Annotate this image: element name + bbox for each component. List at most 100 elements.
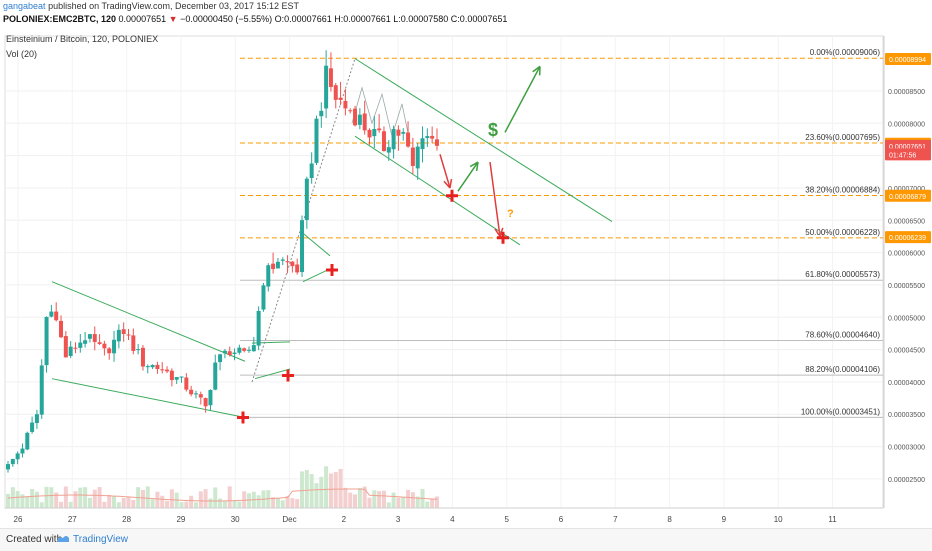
price-chart[interactable]: 0.00%(0.00009006) 23.60%(0.00007695) 38.20… — [0, 30, 932, 528]
gridlines — [4, 35, 884, 509]
volume-bar — [396, 497, 401, 508]
ohlc-values: O:0.00007661 H:0.00007661 L:0.00007580 C… — [274, 14, 508, 24]
volume-bar — [391, 492, 396, 508]
candle-body — [406, 132, 411, 147]
price-axis[interactable]: 0.00002500 0.00003000 0.00003500 0.00004000… — [883, 36, 931, 508]
fib-level-label: 78.60%(0.00004640) — [805, 331, 880, 340]
x-tick-label: 3 — [396, 515, 401, 524]
volume-bar — [415, 496, 420, 508]
volume-bar — [54, 492, 59, 508]
candle-body — [415, 146, 420, 169]
candle-body — [165, 369, 170, 372]
candle-body — [126, 334, 131, 336]
candle-body — [131, 335, 136, 351]
candle-body — [290, 261, 295, 267]
x-tick-label: 30 — [231, 515, 240, 524]
fib-level-label: 0.00%(0.00009006) — [810, 48, 881, 57]
publish-info: gangabeat published on TradingView.com, … — [3, 1, 299, 11]
down-arrow-head — [443, 178, 453, 189]
pennant-lower-line — [302, 268, 331, 283]
candle-body — [247, 349, 251, 351]
y-tick-label: 0.00003500 — [888, 412, 925, 419]
volume-bar — [319, 476, 324, 508]
volume-bar — [410, 492, 415, 508]
tradingview-brand-link[interactable]: TradingView — [73, 534, 129, 545]
time-axis[interactable]: 26 27 28 29 30 Dec 2 3 4 5 6 7 8 9 10 11 — [5, 507, 883, 524]
cross-marker — [237, 411, 249, 424]
candle-body — [140, 347, 145, 367]
candle-body — [319, 110, 324, 117]
up-arrow-head — [469, 161, 479, 172]
volume-bar — [68, 501, 73, 508]
candle-body — [338, 97, 343, 100]
volume-bar — [160, 495, 165, 508]
x-tick-label: 11 — [828, 515, 837, 524]
volume-bar — [353, 494, 358, 508]
candle-body — [333, 85, 338, 100]
volume-bar — [189, 495, 194, 508]
x-tick-label: 5 — [504, 515, 509, 524]
fib-level-label: 23.60%(0.00007695) — [805, 133, 880, 142]
y-tick-label: 0.00002500 — [888, 477, 925, 484]
volume-bar — [150, 499, 155, 508]
fib-level-label: 100.00%(0.00003451) — [801, 407, 881, 416]
volume-bar — [280, 500, 285, 508]
candle-body — [367, 129, 372, 138]
flag-lower-line — [254, 368, 291, 380]
candle-body — [242, 348, 247, 351]
volume-bar — [145, 486, 150, 508]
volume-bar — [309, 473, 314, 508]
projection-zigzag — [351, 86, 411, 143]
chart-title: Einsteinium / Bitcoin, 120, POLONIEX — [6, 34, 158, 44]
candle-body — [169, 370, 174, 381]
candle-body — [112, 339, 117, 354]
candle-body — [68, 346, 73, 356]
volume-bar — [25, 496, 30, 508]
volume-bar — [430, 498, 435, 508]
price-tag-label: 0.00006879 — [889, 194, 926, 201]
price-tag-label: 0.00007651 — [889, 144, 926, 151]
volume-bar — [44, 486, 49, 508]
volume-bar — [381, 490, 386, 508]
volume-bar — [184, 501, 189, 508]
y-tick-label: 0.00006500 — [888, 218, 925, 225]
volume-bar — [49, 487, 54, 508]
price-tag — [885, 53, 931, 66]
x-tick-label: 26 — [14, 515, 23, 524]
y-tick-label: 0.00006000 — [888, 251, 925, 258]
volume-bar — [333, 472, 338, 508]
volume-bar — [386, 502, 391, 508]
cross-marker — [326, 264, 338, 277]
volume-bar — [314, 483, 319, 508]
candle-body — [63, 336, 68, 358]
channel-lower-line — [354, 135, 521, 246]
question-annotation: ? — [507, 208, 514, 220]
volume-bar — [193, 502, 198, 508]
chart-area[interactable]: 0.00%(0.00009006) 23.60%(0.00007695) 38.20… — [0, 30, 932, 528]
up-arrow-head — [532, 65, 541, 76]
volume-bar — [218, 498, 223, 508]
candle-body — [434, 139, 439, 146]
candle-body — [266, 265, 271, 287]
last-price: 0.00007651 — [118, 14, 167, 24]
author-link[interactable]: gangabeat — [3, 1, 46, 11]
x-tick-label: 27 — [68, 515, 77, 524]
candle-body — [73, 347, 78, 349]
up-arrow — [457, 161, 479, 192]
y-tick-label: 0.00004500 — [888, 348, 925, 355]
candle-body — [59, 320, 64, 338]
candle-body — [193, 393, 198, 395]
created-with-text: Created with — [6, 534, 63, 545]
candle-body — [189, 389, 194, 395]
candle-body — [179, 376, 184, 378]
volume-bar — [275, 497, 280, 508]
fibonacci-levels: 0.00%(0.00009006) 23.60%(0.00007695) 38.20… — [240, 48, 883, 418]
down-arrow-head — [494, 227, 504, 237]
candle-body — [20, 448, 25, 454]
candle-body — [174, 377, 179, 380]
candle-body — [97, 342, 102, 344]
candle-body — [184, 377, 189, 390]
volume-bar — [434, 496, 439, 508]
candle-body — [314, 118, 319, 163]
volume-bar — [39, 502, 44, 508]
